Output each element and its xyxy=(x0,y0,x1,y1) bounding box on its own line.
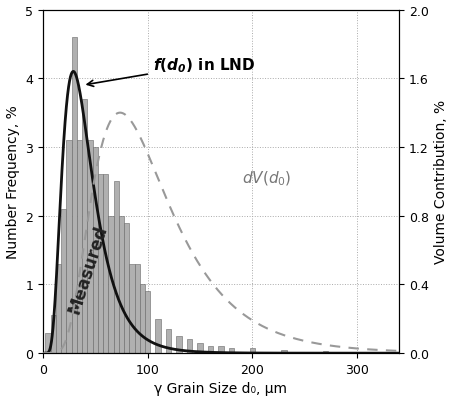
Y-axis label: Number Frequency, %: Number Frequency, % xyxy=(5,105,20,259)
Bar xyxy=(250,348,255,353)
Bar xyxy=(61,209,66,353)
Bar xyxy=(45,333,51,353)
Bar xyxy=(323,351,328,353)
Bar xyxy=(140,285,145,353)
Bar xyxy=(124,223,129,353)
Bar xyxy=(87,141,93,353)
Bar xyxy=(187,340,192,353)
Bar xyxy=(166,329,171,353)
Bar xyxy=(208,346,213,353)
Bar xyxy=(114,182,119,353)
Bar xyxy=(82,99,87,353)
Text: $dV(d_0)$: $dV(d_0)$ xyxy=(242,169,291,188)
Bar xyxy=(229,348,234,353)
Text: $\bfit{f}$($\bfit{d_0}$) in LND: $\bfit{f}$($\bfit{d_0}$) in LND xyxy=(87,56,256,87)
Bar xyxy=(119,216,124,353)
Bar xyxy=(197,343,202,353)
Bar xyxy=(218,346,224,353)
Bar xyxy=(66,141,72,353)
Bar xyxy=(145,292,150,353)
Bar xyxy=(103,175,109,353)
Bar xyxy=(134,264,140,353)
Bar xyxy=(109,216,114,353)
Bar xyxy=(129,264,134,353)
Bar xyxy=(56,264,61,353)
Bar xyxy=(51,316,56,353)
Text: Measured: Measured xyxy=(65,223,111,316)
Bar xyxy=(72,38,77,353)
Bar xyxy=(98,175,103,353)
Bar xyxy=(375,352,381,353)
Bar xyxy=(156,319,161,353)
Bar xyxy=(93,148,98,353)
Y-axis label: Volume Contribution, %: Volume Contribution, % xyxy=(434,100,449,264)
X-axis label: γ Grain Size d₀, μm: γ Grain Size d₀, μm xyxy=(154,381,287,395)
Bar xyxy=(177,336,182,353)
Bar xyxy=(77,141,82,353)
Bar xyxy=(281,350,286,353)
